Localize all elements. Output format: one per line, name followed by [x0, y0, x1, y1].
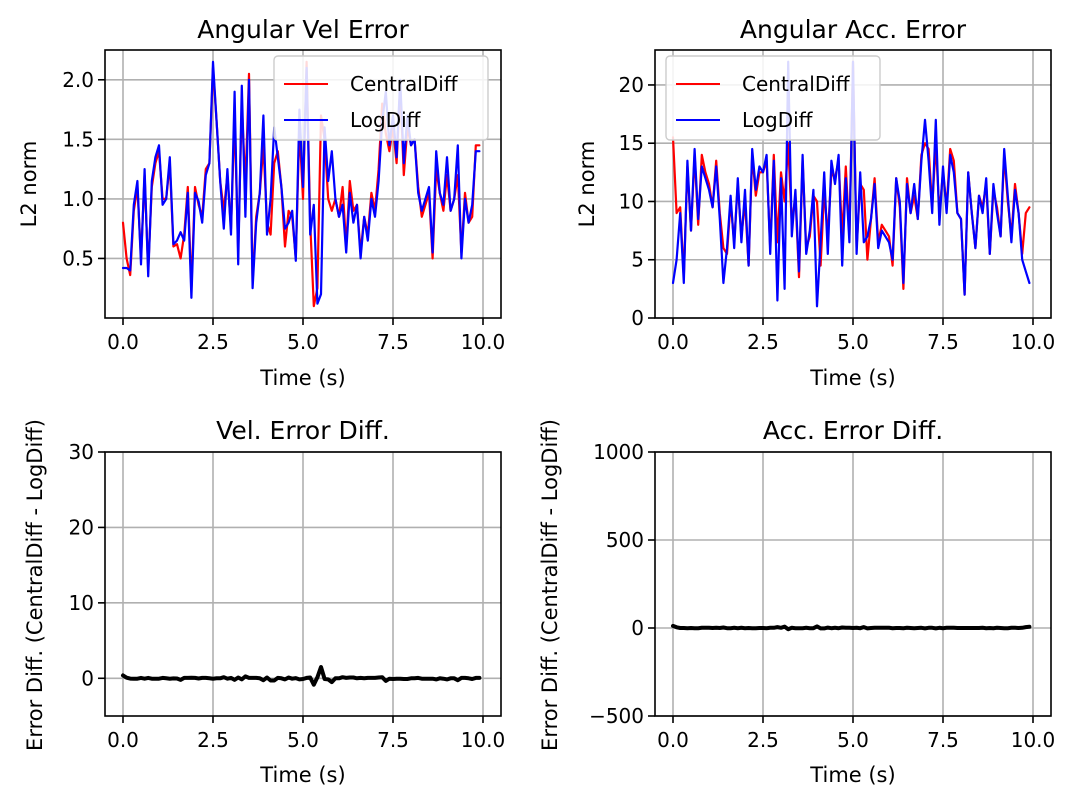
chart-vel-error-diff: 0.0 2.5 5.0 7.5 10.0 0 10 20 30 Vel. Error Diff.…: [23, 416, 505, 787]
x-tick-label: 5.0: [287, 330, 319, 354]
legend: CentralDiff LogDiff: [273, 55, 489, 141]
axis-ticks: 0.0 2.5 5.0 7.5 10.0 0 5 10 15 20: [619, 73, 1056, 354]
x-tick-label: 7.5: [927, 330, 959, 354]
y-tick-label: −500: [589, 704, 644, 728]
x-axis-label: Time (s): [259, 366, 345, 390]
y-tick-label: 0: [631, 306, 644, 330]
chart-acc-error-diff: 0.0 2.5 5.0 7.5 10.0 −500 0 500 1000 Acc. Error …: [538, 416, 1055, 787]
y-tick-label: 5: [631, 248, 644, 272]
x-tick-label: 2.5: [197, 728, 229, 752]
legend-label-logdiff: LogDiff: [742, 108, 814, 132]
x-tick-label: 0.0: [657, 728, 689, 752]
y-tick-label: 1.5: [62, 127, 94, 151]
y-tick-label: 0: [81, 666, 94, 690]
x-axis-label: Time (s): [809, 763, 895, 787]
y-tick-label: 1.0: [62, 187, 94, 211]
chart-angular-vel-error: 0.0 2.5 5.0 7.5 10.0 0.5 1.0 1.5 2.0 Angular Vel…: [17, 15, 505, 390]
x-axis-label: Time (s): [259, 763, 345, 787]
y-tick-label: 500: [606, 528, 644, 552]
chart-title: Angular Vel Error: [197, 15, 409, 44]
y-tick-label: 1000: [593, 440, 644, 464]
chart-title: Acc. Error Diff.: [763, 416, 943, 445]
y-axis-label: Error Diff. (CentralDiff - LogDiff): [538, 419, 562, 751]
x-tick-label: 0.0: [107, 728, 139, 752]
series-lines: [671, 623, 1032, 632]
x-tick-label: 0.0: [107, 330, 139, 354]
legend: CentralDiff LogDiff: [665, 55, 881, 141]
x-tick-label: 5.0: [287, 728, 319, 752]
grid-lines: [655, 451, 1051, 717]
x-tick-label: 10.0: [1011, 330, 1056, 354]
series-line-centraldiff-logdiff: [671, 623, 1032, 632]
x-tick-label: 10.0: [461, 728, 506, 752]
axis-ticks: 0.0 2.5 5.0 7.5 10.0 −500 0 500 1000: [589, 440, 1055, 752]
x-tick-label: 0.0: [657, 330, 689, 354]
x-axis-label: Time (s): [809, 366, 895, 390]
x-tick-label: 2.5: [747, 330, 779, 354]
y-tick-label: 10: [69, 591, 94, 615]
x-tick-label: 7.5: [377, 728, 409, 752]
y-tick-label: 30: [69, 440, 94, 464]
x-tick-label: 10.0: [1011, 728, 1056, 752]
y-tick-label: 20: [619, 73, 644, 97]
series-line-logdiff: [671, 60, 1031, 308]
chart-title: Vel. Error Diff.: [216, 416, 390, 445]
series-lines: [121, 665, 482, 687]
y-tick-label: 2.0: [62, 68, 94, 92]
y-tick-label: 15: [619, 131, 644, 155]
y-tick-label: 0.5: [62, 246, 94, 270]
axis-ticks: 0.0 2.5 5.0 7.5 10.0 0.5 1.0 1.5 2.0: [62, 68, 505, 354]
y-axis-label: Error Diff. (CentralDiff - LogDiff): [23, 419, 47, 751]
legend-label-logdiff: LogDiff: [350, 108, 422, 132]
series-line-centraldiff-logdiff: [121, 665, 482, 687]
chart-title: Angular Acc. Error: [740, 15, 967, 44]
series-lines: [121, 60, 481, 308]
x-tick-label: 10.0: [461, 330, 506, 354]
y-axis-label: L2 norm: [575, 141, 599, 228]
y-tick-label: 20: [69, 515, 94, 539]
y-axis-label: L2 norm: [17, 141, 41, 228]
x-tick-label: 5.0: [837, 728, 869, 752]
x-tick-label: 2.5: [747, 728, 779, 752]
legend-label-centraldiff: CentralDiff: [350, 72, 459, 96]
legend-label-centraldiff: CentralDiff: [742, 72, 851, 96]
x-tick-label: 5.0: [837, 330, 869, 354]
series-lines: [671, 60, 1031, 308]
x-tick-label: 7.5: [927, 728, 959, 752]
series-line-logdiff: [121, 60, 481, 305]
axis-ticks: 0.0 2.5 5.0 7.5 10.0 0 10 20 30: [69, 440, 506, 752]
y-tick-label: 10: [619, 189, 644, 213]
x-tick-label: 2.5: [197, 330, 229, 354]
x-tick-label: 7.5: [377, 330, 409, 354]
y-tick-label: 0: [631, 616, 644, 640]
chart-angular-acc-error: 0.0 2.5 5.0 7.5 10.0 0 5 10 15 20 Angular Acc. Er…: [575, 15, 1055, 390]
